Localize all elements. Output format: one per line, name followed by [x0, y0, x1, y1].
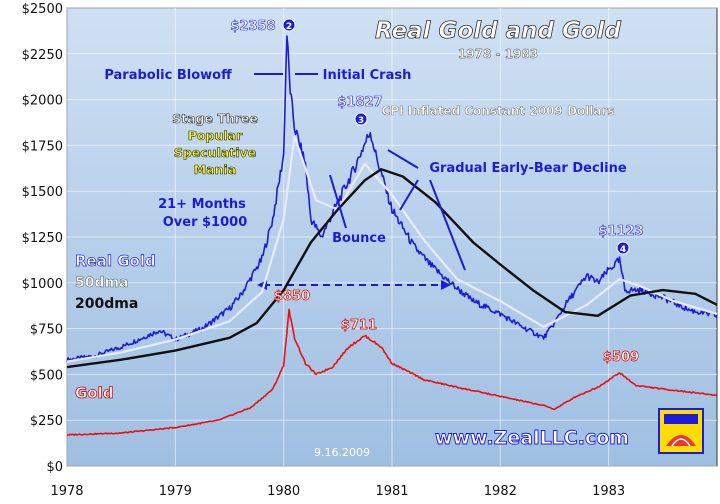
stage-three-label: Stage Three: [172, 111, 258, 126]
months-over-label-2: Over $1000: [163, 215, 248, 230]
y-tick-label: $750: [30, 323, 63, 338]
chart-subtitle: 1978 - 1983: [458, 47, 538, 61]
gradual-decline-label: Gradual Early-Bear Decline: [429, 161, 626, 176]
zeal-url-watermark: www.ZealLLC.com: [435, 427, 629, 449]
x-tick-label: 1979: [159, 484, 192, 499]
x-tick-label: 1980: [267, 484, 300, 499]
legend-gold: Gold: [75, 384, 114, 402]
badge-3-icon: [354, 112, 368, 126]
legend-real-gold: Real Gold: [75, 252, 156, 270]
gold-850-label: $850: [274, 289, 310, 304]
popular-label: Popular: [188, 128, 243, 143]
annotation-arrows: [254, 73, 466, 271]
bounce-label: Bounce: [332, 231, 386, 246]
x-tick-label: 1981: [375, 484, 408, 499]
x-tick-label: 1983: [592, 484, 625, 499]
y-tick-label: $2500: [22, 2, 63, 17]
y-tick-label: $1000: [22, 277, 63, 292]
x-tick-label: 1982: [484, 484, 517, 499]
y-tick-label: $500: [30, 368, 63, 383]
gold-711-label: $711: [341, 318, 377, 333]
months-over-label-1: 21+ Months: [158, 197, 246, 212]
initial-crash-label: Initial Crash: [323, 68, 412, 83]
series-layer: [66, 35, 718, 436]
legend-200dma: 200dma: [75, 296, 138, 312]
badge-4-number: 4: [620, 245, 626, 255]
date-stamp: 9.16.2009: [314, 446, 370, 459]
y-tick-label: $250: [30, 414, 63, 429]
y-tick-label: $1250: [22, 231, 63, 246]
gold-509-label: $509: [603, 350, 639, 365]
y-tick-label: $1750: [22, 139, 63, 154]
badge-2-number: 2: [286, 22, 292, 32]
peak-2358-label: $2358: [230, 19, 275, 34]
grid: [66, 7, 717, 467]
bounce-arrow: [329, 174, 347, 229]
y-tick-label: $0: [46, 460, 63, 475]
x-axis: 1978 1979 1980 1981 1982 1983: [50, 484, 625, 499]
series-line-200dma: [66, 168, 718, 369]
badge-2-icon: [282, 18, 296, 32]
decline-arrow-2: [429, 179, 466, 271]
decline-arrow-1: [387, 149, 419, 169]
zeal-logo-icon: [658, 408, 704, 454]
series-line-gold: [66, 308, 718, 436]
y-tick-label: $1500: [22, 185, 63, 200]
decline-arrow-3: [399, 179, 419, 211]
chart-title: Real Gold and Gold: [375, 18, 622, 44]
x-tick-label: 1978: [50, 484, 83, 499]
arrowhead-right: [441, 280, 451, 290]
badge-3-number: 3: [358, 116, 364, 126]
mania-label: Mania: [194, 162, 237, 177]
speculative-label: Speculative: [174, 145, 256, 160]
legend-50dma: 50dma: [75, 275, 129, 291]
y-tick-label: $2250: [22, 48, 63, 63]
cpi-note-line1: CPI Inflated Constant 2009 Dollars: [381, 104, 614, 118]
y-axis: $0 $250 $500 $750 $1000 $1250 $1500 $1750 $2000 $…: [22, 2, 63, 475]
peak-1827-label: $1827: [337, 95, 382, 110]
badge-4-icon: [616, 241, 630, 255]
parabolic-blowoff-label: Parabolic Blowoff: [104, 68, 232, 83]
series-line-50dma: [66, 135, 718, 363]
peak-1123-label: $1123: [598, 224, 643, 239]
y-tick-label: $2000: [22, 94, 63, 109]
